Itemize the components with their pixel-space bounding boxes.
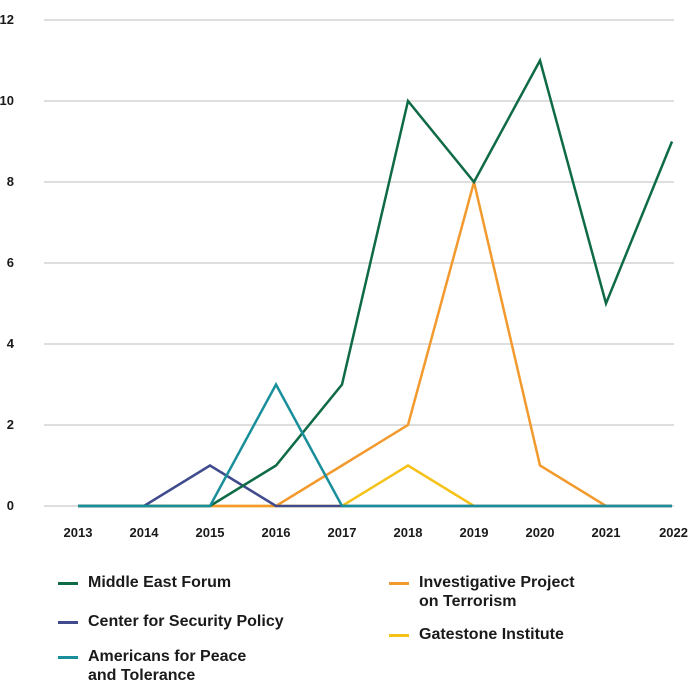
x-tick-label: 2013 (64, 525, 93, 540)
x-tick-label: 2014 (130, 525, 160, 540)
x-tick-label: 2018 (394, 525, 423, 540)
y-tick-label: 4 (7, 336, 15, 351)
x-tick-label: 2020 (526, 525, 555, 540)
y-tick-label: 0 (7, 498, 14, 513)
y-tick-label: 6 (7, 255, 14, 270)
series-lines (78, 57, 674, 508)
series-line-gatestone-institute (78, 464, 672, 508)
x-tick-label: 2019 (460, 525, 489, 540)
y-axis-ticks: 0 2 4 6 8 10 12 (0, 12, 15, 513)
y-tick-label: 2 (7, 417, 14, 432)
x-tick-label: 2016 (262, 525, 291, 540)
x-axis-ticks: 2013 2014 2015 2016 2017 2018 2019 2020 2021 2022 (64, 525, 688, 540)
x-tick-label: 2021 (592, 525, 621, 540)
series-line-middle-east-forum (78, 57, 674, 508)
x-tick-label: 2015 (196, 525, 225, 540)
series-line-americans-for-peace-and-tolerance (78, 381, 672, 508)
gridlines (44, 19, 674, 507)
x-tick-label: 2017 (328, 525, 357, 540)
y-tick-label: 8 (7, 174, 14, 189)
y-tick-label: 12 (0, 12, 14, 27)
y-tick-label: 10 (0, 93, 14, 108)
x-tick-label: 2022 (659, 525, 688, 540)
